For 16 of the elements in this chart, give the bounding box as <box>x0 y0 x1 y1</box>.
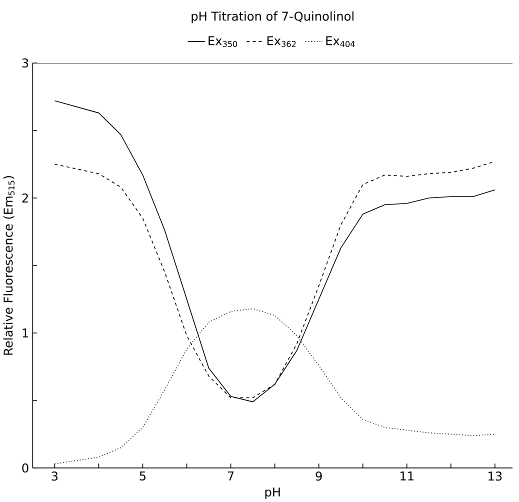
chart-title: pH Titration of 7-Quinolinol <box>192 11 354 23</box>
y-axis-title: Relative Fluorescence (Em$_{515}$) <box>3 176 14 355</box>
y-tick-label: 3 <box>22 58 28 68</box>
legend-label: Ex$_{350}$ <box>208 36 238 47</box>
x-tick-label: 11 <box>400 471 414 480</box>
x-axis-title: pH <box>265 487 280 499</box>
x-tick-label: 5 <box>140 471 146 480</box>
y-tick-label: 0 <box>22 463 28 472</box>
legend-label: Ex$_{362}$ <box>267 36 296 47</box>
y-tick-label: 2 <box>22 193 28 202</box>
x-tick-label: 13 <box>488 471 502 481</box>
x-tick-label: 3 <box>52 471 58 481</box>
y-tick-label: 1 <box>22 328 28 338</box>
x-tick-label: 7 <box>228 471 234 480</box>
legend-label: Ex$_{404}$ <box>326 36 355 47</box>
x-tick-label: 9 <box>316 471 322 481</box>
